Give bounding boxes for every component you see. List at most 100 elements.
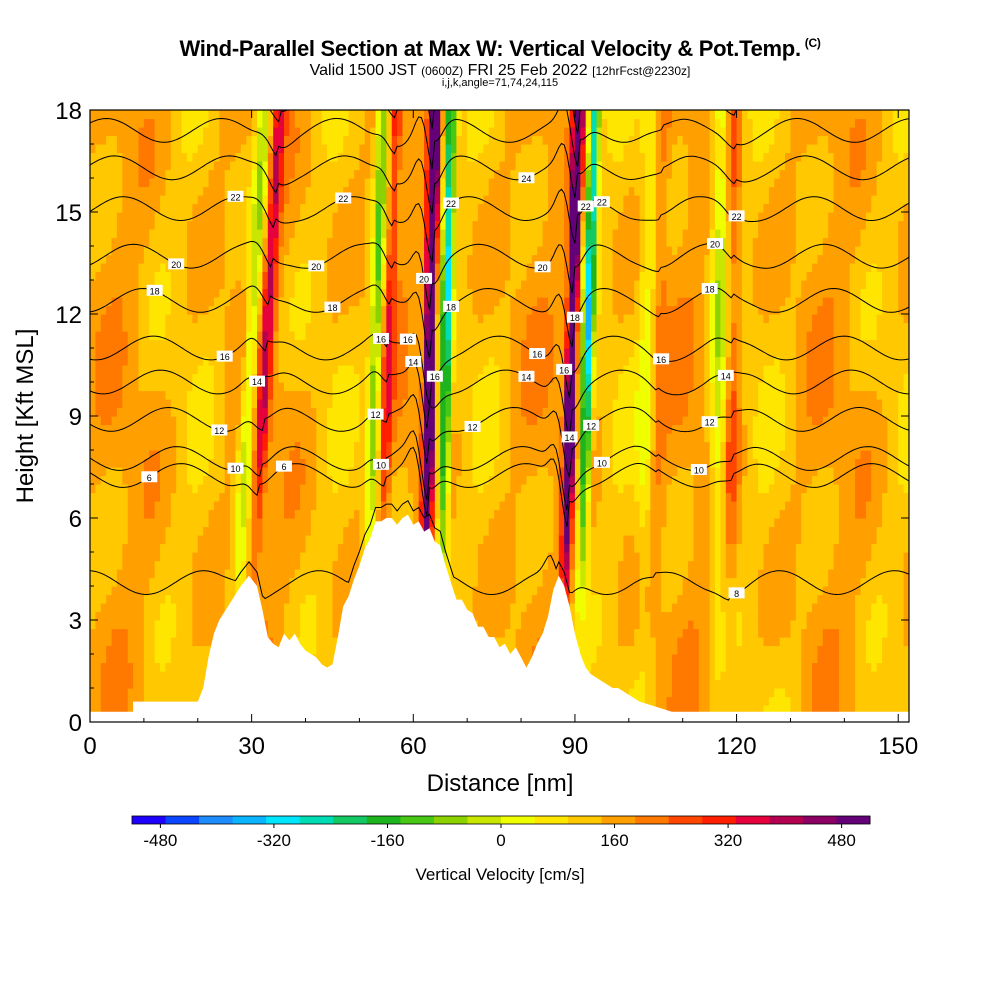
isentrope-label-text: 18 xyxy=(446,302,456,312)
isentrope-label: 18 xyxy=(146,284,163,296)
isentrope-label: 18 xyxy=(701,283,718,295)
isentrope-label-text: 18 xyxy=(327,303,337,313)
colorbar-swatch xyxy=(400,816,435,824)
colorbar-tick-label: -320 xyxy=(257,831,291,850)
isentrope-label-bg xyxy=(593,456,610,468)
y-tick-label: 9 xyxy=(69,404,82,431)
isentrope-label: 14 xyxy=(561,431,578,443)
isentrope-label-text: 24 xyxy=(521,174,531,184)
colorbar-swatch xyxy=(601,816,636,824)
isentrope-label-text: 12 xyxy=(371,410,381,420)
isentrope-label-bg xyxy=(690,464,707,476)
isentrope-label-bg xyxy=(367,408,384,420)
isentrope-label-bg xyxy=(335,192,352,204)
isentrope-label-text: 12 xyxy=(586,421,596,431)
isentrope-label-bg xyxy=(529,348,546,360)
colorbar-swatch xyxy=(568,816,603,824)
x-tick-label: 150 xyxy=(878,733,918,760)
isentrope-label-bg xyxy=(146,284,163,296)
isentrope-label-bg xyxy=(227,190,244,202)
isentrope-label-bg xyxy=(701,416,718,428)
colorbar-tick-label: 480 xyxy=(827,831,855,850)
chart-title: Wind-Parallel Section at Max W: Vertical… xyxy=(179,36,821,61)
colorbar-tick-label: -480 xyxy=(143,831,177,850)
colorbar-swatch xyxy=(802,816,837,824)
isentrope-label-text: 10 xyxy=(694,466,704,476)
isentrope-label: 12 xyxy=(464,420,481,432)
isentrope-label: 14 xyxy=(249,375,266,387)
isentrope-label: 12 xyxy=(583,419,600,431)
isentrope-label: 6 xyxy=(141,471,158,483)
isentrope-label: 14 xyxy=(405,355,422,367)
isentrope-label-bg xyxy=(416,272,433,284)
isentrope-label-bg xyxy=(426,370,443,382)
isentrope-label-text: 6 xyxy=(281,462,286,472)
colorbar-swatch xyxy=(433,816,468,824)
isentrope-label: 10 xyxy=(593,456,610,468)
isentrope-label-text: 18 xyxy=(570,313,580,323)
isentrope-label: 16 xyxy=(529,348,546,360)
y-tick-label: 3 xyxy=(69,608,82,635)
isentrope-label-bg xyxy=(707,238,724,250)
isentrope-label: 10 xyxy=(690,464,707,476)
isentrope-label-bg xyxy=(227,462,244,474)
isentrope-label-text: 10 xyxy=(376,460,386,470)
isentrope-label-bg xyxy=(249,375,266,387)
colorbar-swatch xyxy=(232,816,267,824)
isentrope-label: 20 xyxy=(308,260,325,272)
isentrope-label: 6 xyxy=(275,460,292,472)
isentrope-label-text: 16 xyxy=(376,334,386,344)
x-tick-label: 120 xyxy=(717,733,757,760)
isentrope-label-text: 6 xyxy=(147,473,152,483)
isentrope-label: 14 xyxy=(717,369,734,381)
isentrope-label: 22 xyxy=(443,197,460,209)
isentrope-label-text: 12 xyxy=(705,418,715,428)
isentrope-label-text: 22 xyxy=(597,198,607,208)
colorbar-swatch xyxy=(199,816,234,824)
isentrope-label-bg xyxy=(556,363,573,375)
colorbar-tick-label: -160 xyxy=(370,831,404,850)
isentrope-label-bg xyxy=(443,197,460,209)
isentrope-label: 12 xyxy=(367,408,384,420)
isentrope-label-text: 22 xyxy=(338,194,348,204)
isentrope-label-bg xyxy=(141,471,158,483)
y-tick-label: 6 xyxy=(69,506,82,533)
isentrope-label-text: 8 xyxy=(734,589,739,599)
isentrope-label-text: 20 xyxy=(538,263,548,273)
isentrope-label-bg xyxy=(534,261,551,273)
isentrope-label: 10 xyxy=(372,458,389,470)
colorbar-swatch xyxy=(534,816,569,824)
isentrope-label-bg xyxy=(168,258,185,270)
isentrope-line xyxy=(90,188,909,263)
isentrope-label-text: 22 xyxy=(732,212,742,222)
chart-subtitle: Valid 1500 JST (0600Z) FRI 25 Feb 2022 [… xyxy=(309,62,691,79)
isentrope-label-text: 14 xyxy=(408,357,418,367)
isentrope-label-text: 14 xyxy=(721,371,731,381)
isentrope-label: 8 xyxy=(728,587,745,599)
colorbar-swatch xyxy=(366,816,401,824)
colorbar-swatch xyxy=(769,816,804,824)
axes: 0 30 60 90 120 150 0 3 6 9 12 15 18 xyxy=(55,98,918,760)
isentrope-label-text: 18 xyxy=(150,286,160,296)
isentrope-label-bg xyxy=(518,370,535,382)
colorbar-tick-label: 0 xyxy=(496,831,505,850)
isentrope-line xyxy=(90,110,909,170)
isentrope-label-bg xyxy=(372,332,389,344)
isentrope-label-bg xyxy=(443,300,460,312)
isentrope-label-bg xyxy=(216,350,233,362)
isentrope-label: 16 xyxy=(426,370,443,382)
y-tick-label: 12 xyxy=(55,302,82,329)
isentrope-label-text: 16 xyxy=(403,335,413,345)
isentrope-label-text: 16 xyxy=(656,355,666,365)
isentrope-label-bg xyxy=(717,369,734,381)
colorbar-swatch xyxy=(836,816,871,824)
isentrope-label-text: 16 xyxy=(559,365,569,375)
isentrope-label: 22 xyxy=(227,190,244,202)
y-tick-label: 18 xyxy=(55,98,82,125)
isentrope-label: 20 xyxy=(416,272,433,284)
isentrope-label-text: 18 xyxy=(705,285,715,295)
isentrope-label-text: 12 xyxy=(214,426,224,436)
colorbar-swatch xyxy=(635,816,670,824)
colorbar: -480 -320 -160 0 160 320 480 xyxy=(131,815,871,850)
isentrope-label: 16 xyxy=(216,350,233,362)
